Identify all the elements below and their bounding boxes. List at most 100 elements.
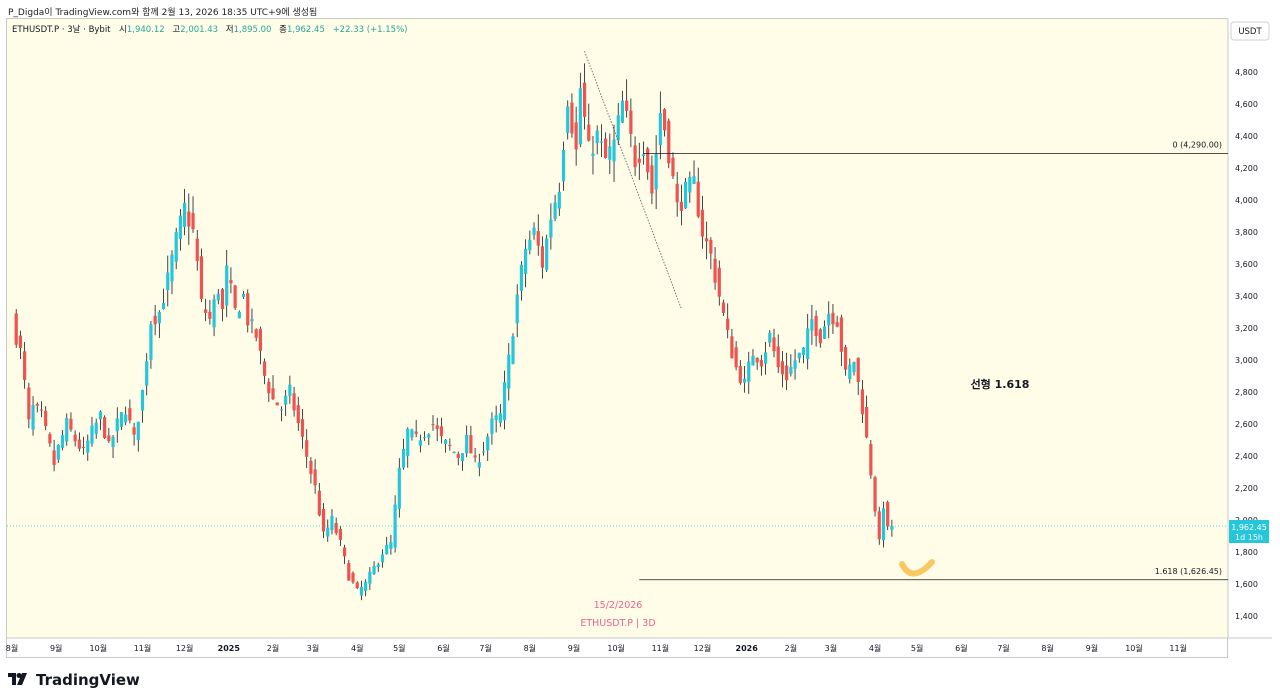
candle[interactable] xyxy=(246,293,250,326)
linear-1618-text[interactable]: 선형 1.618 xyxy=(971,377,1030,391)
candle[interactable] xyxy=(726,318,730,331)
candle[interactable] xyxy=(305,440,309,457)
candle[interactable] xyxy=(300,419,305,437)
candle[interactable] xyxy=(789,366,793,374)
candle[interactable] xyxy=(856,357,860,383)
candle[interactable] xyxy=(637,158,641,163)
candle[interactable] xyxy=(730,336,734,359)
candle[interactable] xyxy=(157,312,161,324)
candle[interactable] xyxy=(351,572,355,583)
candle[interactable] xyxy=(18,335,23,349)
candle[interactable] xyxy=(132,427,136,435)
candle[interactable] xyxy=(355,582,359,589)
candle[interactable] xyxy=(843,347,848,370)
candle[interactable] xyxy=(604,138,608,159)
candle[interactable] xyxy=(545,238,549,270)
candle[interactable] xyxy=(372,566,376,575)
candle[interactable] xyxy=(751,355,755,366)
candle[interactable] xyxy=(444,439,448,444)
candle[interactable] xyxy=(393,504,397,548)
candle[interactable] xyxy=(835,322,839,327)
candle[interactable] xyxy=(124,414,128,423)
candle[interactable] xyxy=(591,153,595,156)
candle[interactable] xyxy=(759,360,763,367)
candle[interactable] xyxy=(578,88,582,145)
candle[interactable] xyxy=(574,122,578,150)
candle[interactable] xyxy=(785,365,789,381)
candle[interactable] xyxy=(397,467,401,509)
candle[interactable] xyxy=(326,527,330,537)
candle[interactable] xyxy=(848,364,852,380)
candle[interactable] xyxy=(599,141,603,143)
candle[interactable] xyxy=(166,272,170,291)
candle[interactable] xyxy=(229,280,233,284)
candle[interactable] xyxy=(317,490,321,516)
candle[interactable] xyxy=(818,329,822,344)
candle[interactable] xyxy=(797,352,801,359)
candle[interactable] xyxy=(187,211,191,227)
candle[interactable] xyxy=(650,165,654,194)
candle[interactable] xyxy=(780,361,785,375)
candle[interactable] xyxy=(486,436,490,451)
candle[interactable] xyxy=(456,453,460,458)
candle[interactable] xyxy=(776,346,780,368)
candle[interactable] xyxy=(237,311,241,319)
plot-area[interactable] xyxy=(7,19,1228,638)
candle[interactable] xyxy=(890,526,894,530)
candle[interactable] xyxy=(208,311,212,319)
candle[interactable] xyxy=(364,581,368,591)
candle[interactable] xyxy=(566,106,570,133)
candle[interactable] xyxy=(481,451,486,453)
candle[interactable] xyxy=(86,440,90,453)
candle[interactable] xyxy=(608,146,612,160)
candle[interactable] xyxy=(869,444,873,476)
candle[interactable] xyxy=(65,418,69,442)
candle[interactable] xyxy=(418,440,422,446)
candle[interactable] xyxy=(814,316,818,336)
candle[interactable] xyxy=(23,351,27,380)
candle[interactable] xyxy=(149,324,153,361)
candle[interactable] xyxy=(772,337,776,352)
candle[interactable] xyxy=(183,202,187,228)
candle[interactable] xyxy=(738,366,742,384)
candle[interactable] xyxy=(507,354,511,389)
candle[interactable] xyxy=(755,358,759,363)
candle[interactable] xyxy=(401,448,406,468)
candle[interactable] xyxy=(886,502,890,527)
candle[interactable] xyxy=(359,586,364,596)
candle[interactable] xyxy=(625,100,629,111)
candle[interactable] xyxy=(465,434,469,454)
candle[interactable] xyxy=(742,378,747,383)
candle[interactable] xyxy=(321,509,326,532)
candle[interactable] xyxy=(801,347,806,356)
candle[interactable] xyxy=(713,258,717,283)
candle[interactable] xyxy=(662,109,667,131)
candle[interactable] xyxy=(549,219,553,238)
candle[interactable] xyxy=(557,191,561,209)
candle[interactable] xyxy=(309,460,313,474)
candle[interactable] xyxy=(679,201,683,211)
candle[interactable] xyxy=(422,437,427,439)
candle[interactable] xyxy=(414,431,418,434)
candle[interactable] xyxy=(793,360,797,369)
candle[interactable] xyxy=(103,417,107,439)
candle[interactable] xyxy=(136,421,140,441)
candle[interactable] xyxy=(582,82,587,117)
candle[interactable] xyxy=(675,183,679,203)
candle[interactable] xyxy=(14,313,18,345)
candle[interactable] xyxy=(532,227,536,236)
candle[interactable] xyxy=(684,181,688,209)
candle[interactable] xyxy=(881,508,886,541)
candle[interactable] xyxy=(469,435,473,454)
candle[interactable] xyxy=(460,453,465,462)
candle[interactable] xyxy=(275,402,279,406)
candle[interactable] xyxy=(195,238,199,262)
candle[interactable] xyxy=(827,313,831,326)
candle[interactable] xyxy=(368,571,372,584)
candle[interactable] xyxy=(254,329,258,338)
candle[interactable] xyxy=(128,408,132,421)
candle[interactable] xyxy=(435,425,439,430)
candle[interactable] xyxy=(667,120,671,164)
candle[interactable] xyxy=(671,157,675,177)
